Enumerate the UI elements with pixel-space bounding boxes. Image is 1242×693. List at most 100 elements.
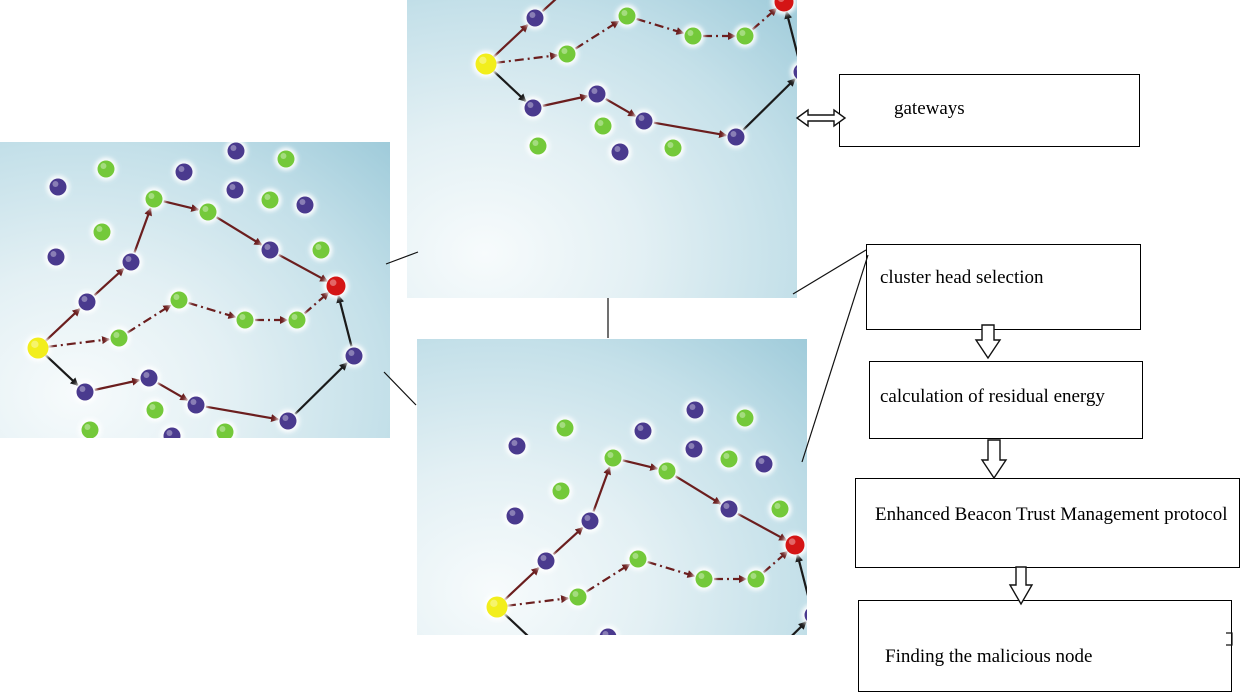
- link-edge: [126, 304, 172, 334]
- link-edge: [592, 466, 611, 512]
- sensor-node-green: [213, 420, 237, 438]
- link-edge: [784, 10, 797, 57]
- link-edge: [215, 216, 263, 246]
- sensor-node-purple: [160, 424, 184, 438]
- sensor-node-green: [655, 459, 679, 483]
- malicious-node-label: Finding the malicious node: [885, 646, 1093, 667]
- sensor-node-green: [553, 416, 577, 440]
- sensor-node-purple: [223, 178, 247, 202]
- sensor-node-green: [90, 220, 114, 244]
- sensor-node-green: [681, 24, 705, 48]
- link-edge: [163, 200, 200, 212]
- sensor-node-green: [285, 308, 309, 332]
- link-edge: [492, 70, 527, 102]
- sensor-node-purple: [137, 366, 161, 390]
- link-edge: [205, 405, 280, 423]
- double-arrow-icon: [795, 108, 847, 128]
- sensor-node-green: [744, 567, 768, 591]
- sensor-node-purple: [632, 109, 656, 133]
- connector-line: [792, 249, 867, 295]
- sensor-node-purple: [503, 504, 527, 528]
- destination-node: [782, 532, 807, 558]
- sensor-node-purple: [534, 549, 558, 573]
- sensor-node-purple: [608, 140, 632, 164]
- sensor-node-purple: [44, 245, 68, 269]
- sensor-node-purple: [293, 193, 317, 217]
- sensor-node-green: [78, 418, 102, 438]
- link-edge: [574, 20, 620, 50]
- link-edge: [503, 613, 529, 635]
- gateways-box: gateways: [839, 74, 1140, 147]
- gateways-label: gateways: [894, 98, 965, 119]
- sensor-node-green: [661, 136, 685, 160]
- sensor-node-purple: [523, 6, 547, 30]
- sensor-node-purple: [631, 419, 655, 443]
- link-edge: [542, 93, 589, 107]
- link-edge: [303, 291, 330, 315]
- link-edge: [294, 362, 348, 415]
- sensor-node-purple: [717, 497, 741, 521]
- sensor-node-green: [733, 24, 757, 48]
- sensor-node-purple: [73, 380, 97, 404]
- sensor-node-green: [94, 157, 118, 181]
- sensor-node-purple: [258, 238, 282, 262]
- link-edge: [492, 24, 529, 58]
- sensor-node-green: [167, 288, 191, 312]
- sensor-node-purple: [172, 160, 196, 184]
- sensor-node-purple: [184, 393, 208, 417]
- ebtm-protocol-box: Enhanced Beacon Trust Management protoco…: [855, 478, 1240, 568]
- sensor-node-purple: [585, 82, 609, 106]
- link-edge: [737, 512, 788, 542]
- down-arrow-icon: [980, 439, 1008, 480]
- link-edge: [791, 621, 807, 635]
- link-edge: [762, 550, 789, 574]
- link-edge: [503, 567, 540, 601]
- sensor-node-green: [107, 326, 131, 350]
- sensor-node-green: [591, 114, 615, 138]
- sensor-node-green: [626, 547, 650, 571]
- link-edge: [336, 294, 353, 347]
- sensor-node-purple: [724, 125, 748, 149]
- sensor-node-green: [555, 42, 579, 66]
- residual-energy-label: calculation of residual energy: [880, 386, 1105, 407]
- destination-node: [771, 0, 797, 15]
- link-edge: [585, 563, 631, 593]
- sensor-node-purple: [119, 250, 143, 274]
- sensor-node-green: [526, 134, 550, 158]
- link-edge: [795, 553, 807, 597]
- link-edge: [44, 354, 79, 386]
- sensor-node-purple: [521, 96, 545, 120]
- link-edge: [188, 301, 237, 319]
- link-edge: [94, 377, 141, 391]
- source-node: [24, 334, 52, 362]
- sensor-node-purple: [801, 605, 807, 625]
- network-graph: [472, 0, 797, 164]
- sensor-node-purple: [578, 509, 602, 533]
- link-edge: [622, 459, 659, 471]
- link-edge: [133, 207, 152, 253]
- sensor-node-green: [566, 585, 590, 609]
- cluster-head-selection-label: cluster head selection: [880, 267, 1044, 288]
- sensor-node-purple: [342, 344, 366, 368]
- link-edge: [157, 382, 189, 401]
- network-panel-top: [407, 0, 797, 298]
- sensor-node-green: [274, 147, 298, 171]
- sensor-node-green: [692, 567, 716, 591]
- link-edge: [495, 52, 559, 64]
- malicious-node-box: Finding the malicious node: [858, 600, 1232, 692]
- sensor-node-green: [768, 497, 792, 521]
- link-edge: [552, 526, 584, 556]
- link-edge: [47, 336, 111, 348]
- sensor-node-purple: [224, 142, 248, 163]
- sensor-node-purple: [75, 290, 99, 314]
- network-graph: [24, 142, 366, 438]
- sensor-node-green: [733, 406, 757, 430]
- link-edge: [506, 595, 570, 607]
- ebtm-protocol-label: Enhanced Beacon Trust Management protoco…: [875, 504, 1228, 525]
- sensor-node-green: [717, 447, 741, 471]
- sensor-node-green: [258, 188, 282, 212]
- sensor-node-purple: [505, 434, 529, 458]
- link-edge: [653, 121, 728, 139]
- link-edge: [541, 0, 557, 13]
- link-edge: [278, 253, 329, 283]
